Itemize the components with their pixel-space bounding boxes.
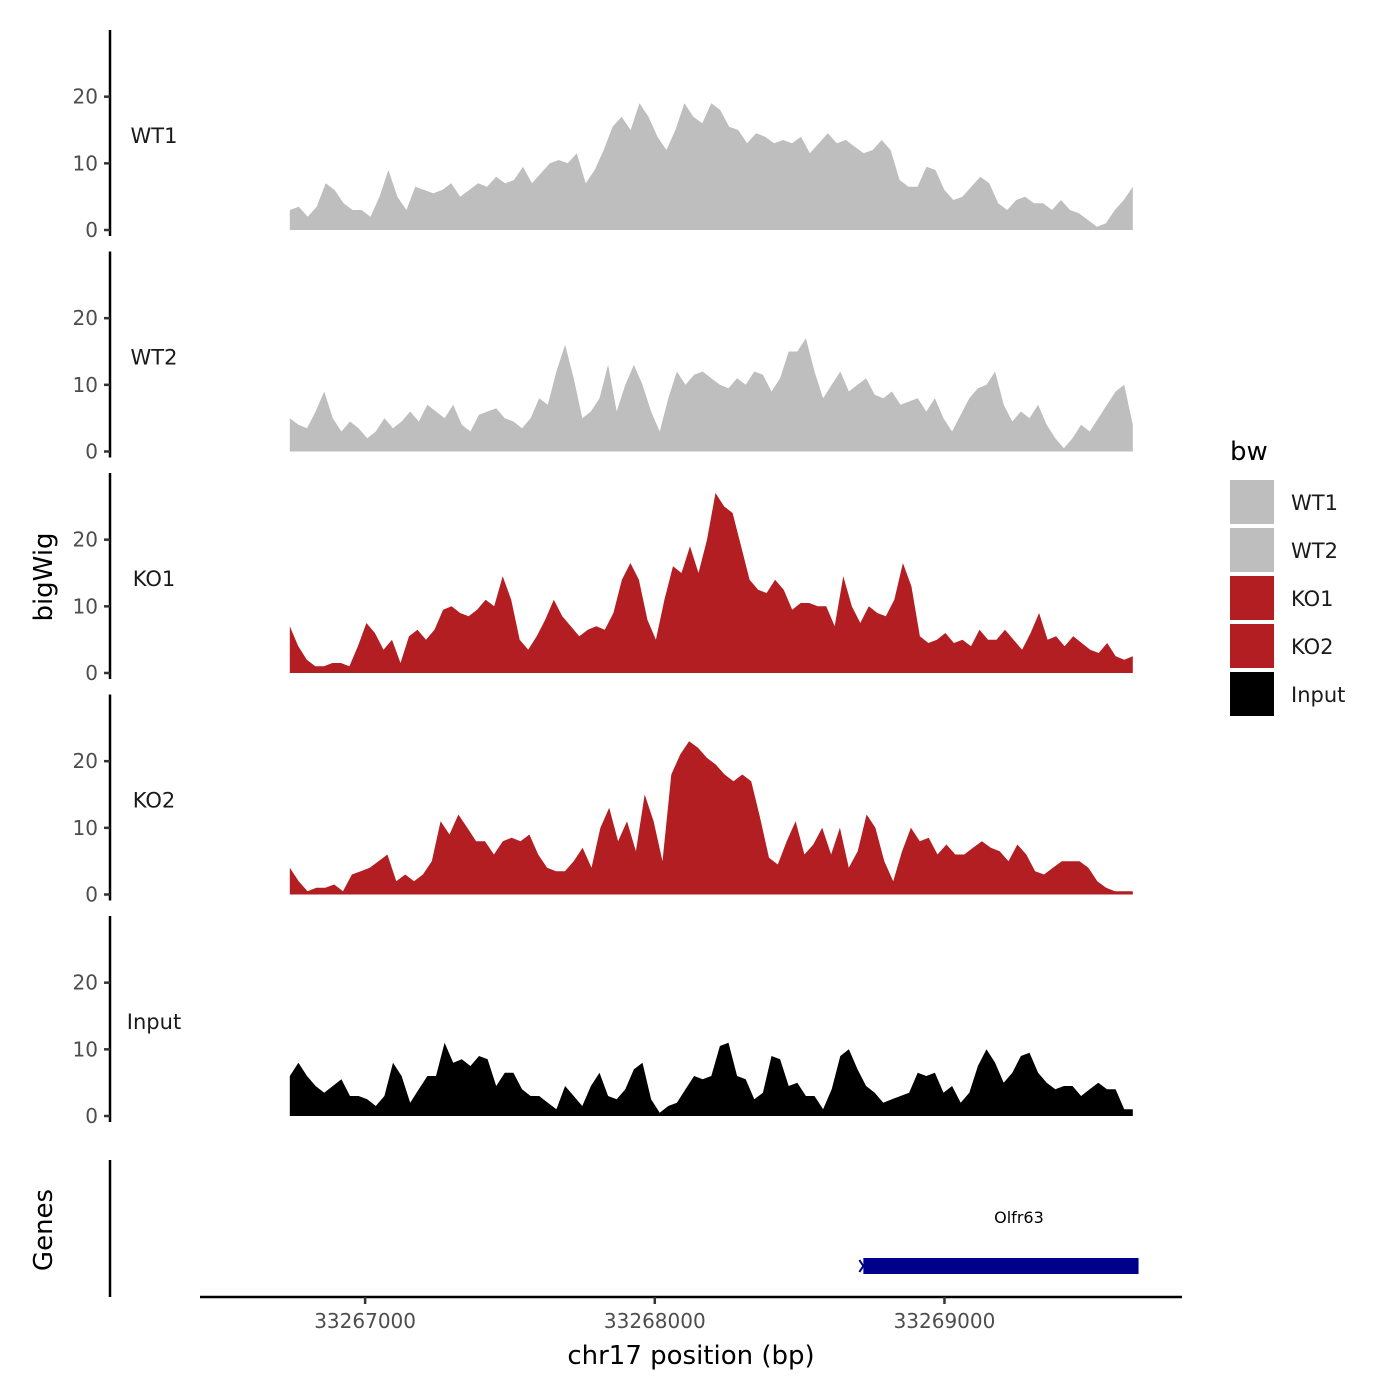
gene-strand-marker xyxy=(858,1259,869,1273)
legend-item-ko2: KO2 xyxy=(1230,624,1334,668)
gene-body xyxy=(863,1258,1139,1274)
y-tick-label: 0 xyxy=(85,440,98,464)
coverage-area-input xyxy=(289,1042,1133,1116)
y-tick-label: 10 xyxy=(73,594,98,618)
legend-swatch xyxy=(1230,576,1274,620)
legend-title: bw xyxy=(1230,437,1268,467)
tracks-layer: 0 10 20 WT1 0 10 20 WT2 0 10 20 KO1 0 10 20 KO2 0 10 20 Inp… xyxy=(73,30,1133,1128)
legend-item-wt1: WT1 xyxy=(1230,480,1338,524)
y-tick-label: 0 xyxy=(85,1104,98,1128)
legend-label: KO2 xyxy=(1291,635,1334,659)
y-tick-label: 10 xyxy=(73,151,98,175)
coverage-area-wt1 xyxy=(289,103,1133,230)
gene-olfr63: Olfr63 xyxy=(858,1208,1139,1274)
y-tick-label: 20 xyxy=(73,85,98,109)
legend-item-input: Input xyxy=(1230,672,1345,716)
x-tick-label: 33269000 xyxy=(894,1309,996,1333)
legend-label: Input xyxy=(1291,683,1345,707)
track-label: KO1 xyxy=(133,567,176,591)
coverage-area-ko2 xyxy=(289,741,1133,895)
legend: bw WT1 WT2 KO1 KO2 Input xyxy=(1230,437,1345,716)
track-ko2: 0 10 20 KO2 xyxy=(73,694,1133,907)
y-tick-label: 0 xyxy=(85,661,98,685)
track-input: 0 10 20 Input xyxy=(73,916,1133,1128)
track-label: WT2 xyxy=(131,346,178,370)
track-wt1: 0 10 20 WT1 xyxy=(73,30,1133,242)
track-label: KO2 xyxy=(133,789,176,813)
legend-swatch xyxy=(1230,624,1274,668)
legend-swatch xyxy=(1230,528,1274,572)
y-tick-label: 20 xyxy=(73,306,98,330)
y-tick-label: 10 xyxy=(73,373,98,397)
track-label: Input xyxy=(127,1010,181,1034)
y-tick-label: 0 xyxy=(85,218,98,242)
genes-panel: Olfr63 xyxy=(108,1160,1139,1297)
legend-item-ko1: KO1 xyxy=(1230,576,1334,620)
y-tick-label: 0 xyxy=(85,883,98,907)
gene-label: Olfr63 xyxy=(994,1208,1044,1227)
track-label: WT1 xyxy=(131,124,178,148)
y-axis-title: bigWig xyxy=(29,532,59,621)
legend-swatch xyxy=(1230,672,1274,716)
x-tick-label: 33267000 xyxy=(314,1309,416,1333)
legend-label: WT2 xyxy=(1291,539,1338,563)
legend-label: KO1 xyxy=(1291,587,1334,611)
x-tick-label: 33268000 xyxy=(604,1309,706,1333)
track-wt2: 0 10 20 WT2 xyxy=(73,251,1133,464)
y-tick-label: 20 xyxy=(73,528,98,552)
x-axis-title: chr17 position (bp) xyxy=(567,1341,814,1371)
x-axis: 33267000 33268000 33269000 xyxy=(200,1295,1182,1333)
legend-item-wt2: WT2 xyxy=(1230,528,1338,572)
y-tick-label: 10 xyxy=(73,816,98,840)
y-tick-label: 20 xyxy=(73,749,98,773)
track-ko1: 0 10 20 KO1 xyxy=(73,473,1133,685)
legend-swatch xyxy=(1230,480,1274,524)
genes-panel-title: Genes xyxy=(29,1189,59,1271)
legend-label: WT1 xyxy=(1291,491,1338,515)
y-tick-label: 10 xyxy=(73,1037,98,1061)
y-tick-label: 20 xyxy=(73,971,98,995)
coverage-area-wt2 xyxy=(289,338,1133,452)
coverage-area-ko1 xyxy=(289,493,1133,673)
